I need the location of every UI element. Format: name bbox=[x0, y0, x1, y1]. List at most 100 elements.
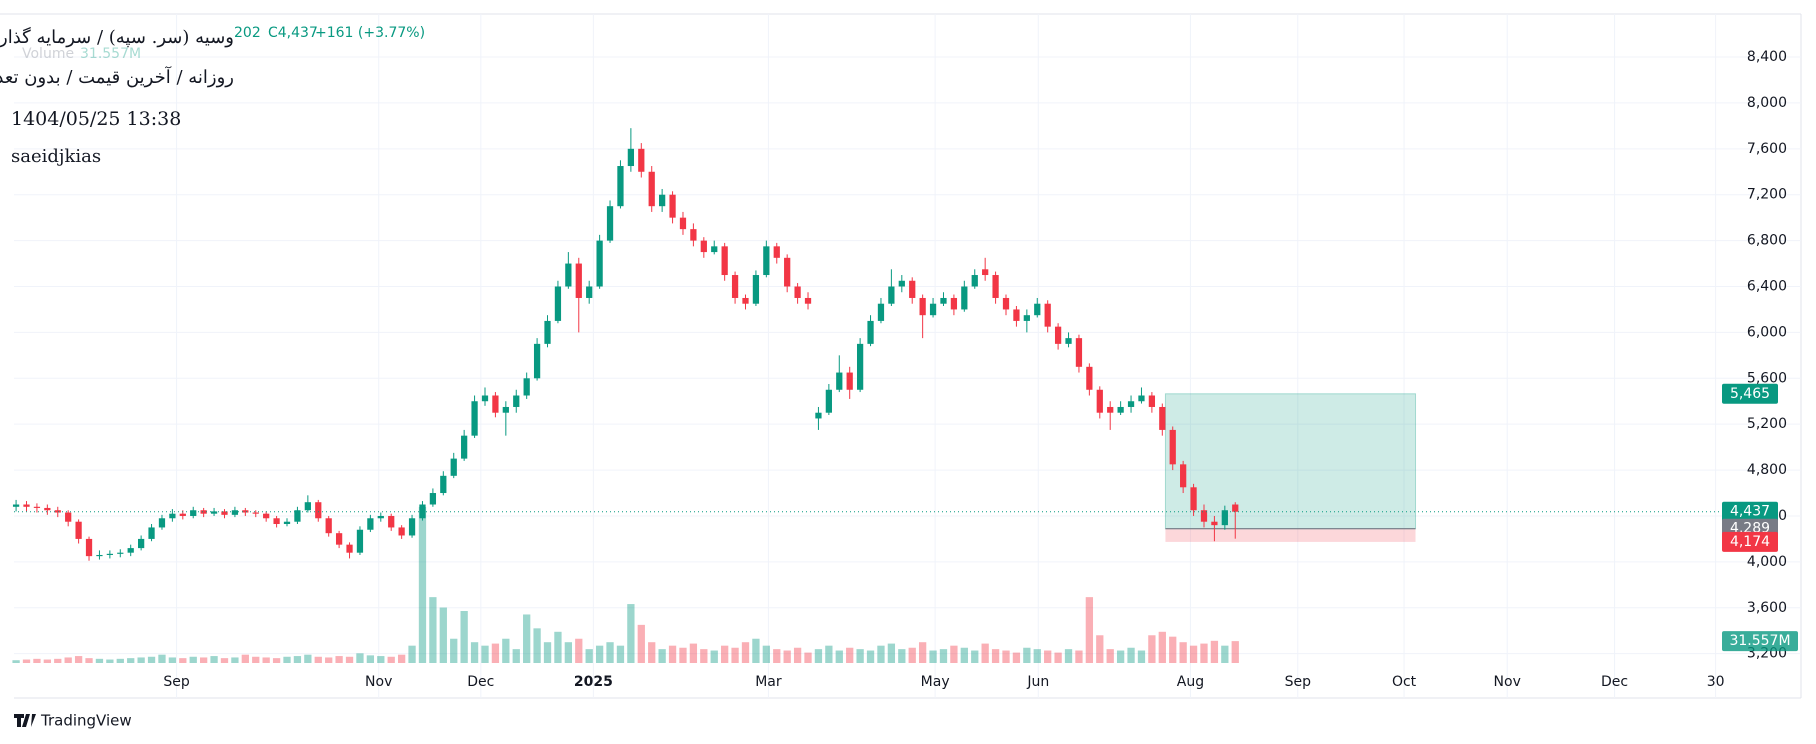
volume-bar bbox=[825, 645, 833, 663]
volume-bar bbox=[627, 604, 635, 663]
y-tick-label: 8,000 bbox=[1747, 95, 1787, 111]
x-tick-label: Oct bbox=[1392, 674, 1417, 690]
volume-bar bbox=[1210, 640, 1219, 663]
candle-body bbox=[169, 513, 176, 519]
candle-body bbox=[252, 512, 259, 514]
volume-bar bbox=[991, 649, 1000, 663]
candle-body bbox=[335, 533, 343, 545]
candle-body bbox=[450, 458, 457, 476]
candle-body bbox=[627, 148, 635, 167]
candle-body bbox=[731, 275, 739, 298]
volume-bar bbox=[408, 645, 416, 663]
logo-mark bbox=[14, 714, 36, 727]
volume-bar bbox=[856, 649, 864, 663]
x-tick-label: Nov bbox=[1494, 674, 1521, 690]
volume-bar bbox=[1158, 631, 1166, 663]
candle-body bbox=[763, 246, 770, 276]
candle-body bbox=[502, 406, 509, 413]
x-tick-label: 2025 bbox=[574, 674, 613, 690]
volume-bar bbox=[293, 656, 302, 663]
candle-body bbox=[221, 511, 228, 515]
candle-body bbox=[1159, 406, 1166, 430]
volume-bar bbox=[616, 645, 625, 663]
candle-body bbox=[346, 544, 353, 553]
symbol-subtitle: روزانه / آخرین قیمت / بدون تعدیل bbox=[0, 66, 234, 88]
volume-bar bbox=[866, 650, 875, 663]
legend-change: +161 (+3.77%) bbox=[315, 25, 425, 41]
volume-bar bbox=[752, 638, 760, 663]
volume-tag: 31.557M bbox=[1729, 633, 1790, 649]
volume-bar bbox=[512, 649, 520, 663]
volume-bar bbox=[637, 624, 645, 663]
candle-body bbox=[877, 303, 885, 321]
volume-bar bbox=[33, 658, 41, 663]
candle-body bbox=[992, 275, 999, 298]
candle-body bbox=[544, 320, 551, 344]
volume-legend-value: 31.557M bbox=[80, 46, 141, 62]
volume-bar bbox=[575, 638, 583, 663]
volume-bar bbox=[241, 654, 249, 663]
volume-bar bbox=[95, 658, 104, 663]
volume-bar bbox=[1169, 636, 1177, 663]
candle-body bbox=[784, 257, 791, 287]
candle-body bbox=[481, 395, 489, 402]
candle-body bbox=[1086, 366, 1093, 390]
volume-bar bbox=[179, 658, 187, 663]
target-price-tag: 5,465 bbox=[1730, 386, 1770, 402]
volume-bar bbox=[668, 645, 677, 663]
volume-bar bbox=[960, 647, 968, 663]
volume-bar bbox=[554, 631, 562, 663]
candle-body bbox=[273, 518, 280, 525]
candle-body bbox=[440, 475, 447, 494]
volume-bar bbox=[814, 649, 823, 663]
candle-body bbox=[690, 229, 697, 241]
grid bbox=[14, 14, 1801, 698]
volume-bar bbox=[200, 657, 208, 663]
volume-bar bbox=[116, 658, 124, 663]
volume-bar bbox=[502, 638, 510, 663]
volume-bar bbox=[1002, 650, 1010, 663]
volume-bar bbox=[710, 650, 718, 663]
volume-bar bbox=[1116, 650, 1125, 663]
candle-body bbox=[679, 217, 687, 230]
candle-body bbox=[1190, 487, 1197, 511]
volume-bar bbox=[939, 649, 948, 663]
y-tick-label: 3,600 bbox=[1747, 600, 1787, 616]
volume-bar bbox=[147, 656, 156, 663]
y-tick-label: 6,000 bbox=[1747, 324, 1787, 340]
candle-body bbox=[200, 510, 207, 514]
volume-bar bbox=[283, 656, 291, 663]
last-price-tag-bg bbox=[1722, 501, 1778, 522]
y-tick-label: 8,400 bbox=[1747, 49, 1787, 65]
legend-close: C4,437 bbox=[268, 25, 318, 41]
volume-bar bbox=[74, 656, 83, 663]
candle-body bbox=[533, 343, 541, 379]
volume-bar bbox=[700, 649, 708, 663]
volume-bar bbox=[304, 654, 312, 663]
stop-zone bbox=[1165, 528, 1416, 542]
volume-bar bbox=[54, 658, 62, 663]
candle-body bbox=[1138, 395, 1145, 402]
volume-bar bbox=[106, 659, 114, 663]
candle-body bbox=[96, 554, 103, 557]
candle-body bbox=[554, 286, 562, 321]
candle-body bbox=[794, 286, 801, 298]
volume-bar bbox=[1085, 597, 1094, 663]
candle-body bbox=[867, 320, 874, 344]
candle-body bbox=[1013, 309, 1020, 321]
candle-body bbox=[586, 286, 593, 298]
volume-bar bbox=[1075, 650, 1083, 663]
candle-body bbox=[804, 297, 812, 304]
y-tick-label: 7,600 bbox=[1747, 141, 1787, 157]
y-tick-label: 6,800 bbox=[1747, 233, 1787, 249]
volume-bar bbox=[971, 650, 979, 663]
candle-body bbox=[148, 527, 155, 539]
volume-tag-bg bbox=[1722, 631, 1798, 652]
candle-body bbox=[617, 166, 624, 207]
x-tick-label: Mar bbox=[755, 674, 782, 690]
x-tick-label: Sep bbox=[163, 674, 190, 690]
candle-body bbox=[263, 513, 270, 519]
candle-body bbox=[138, 538, 145, 549]
candle-body bbox=[1127, 401, 1135, 407]
volume-bar bbox=[64, 657, 72, 663]
